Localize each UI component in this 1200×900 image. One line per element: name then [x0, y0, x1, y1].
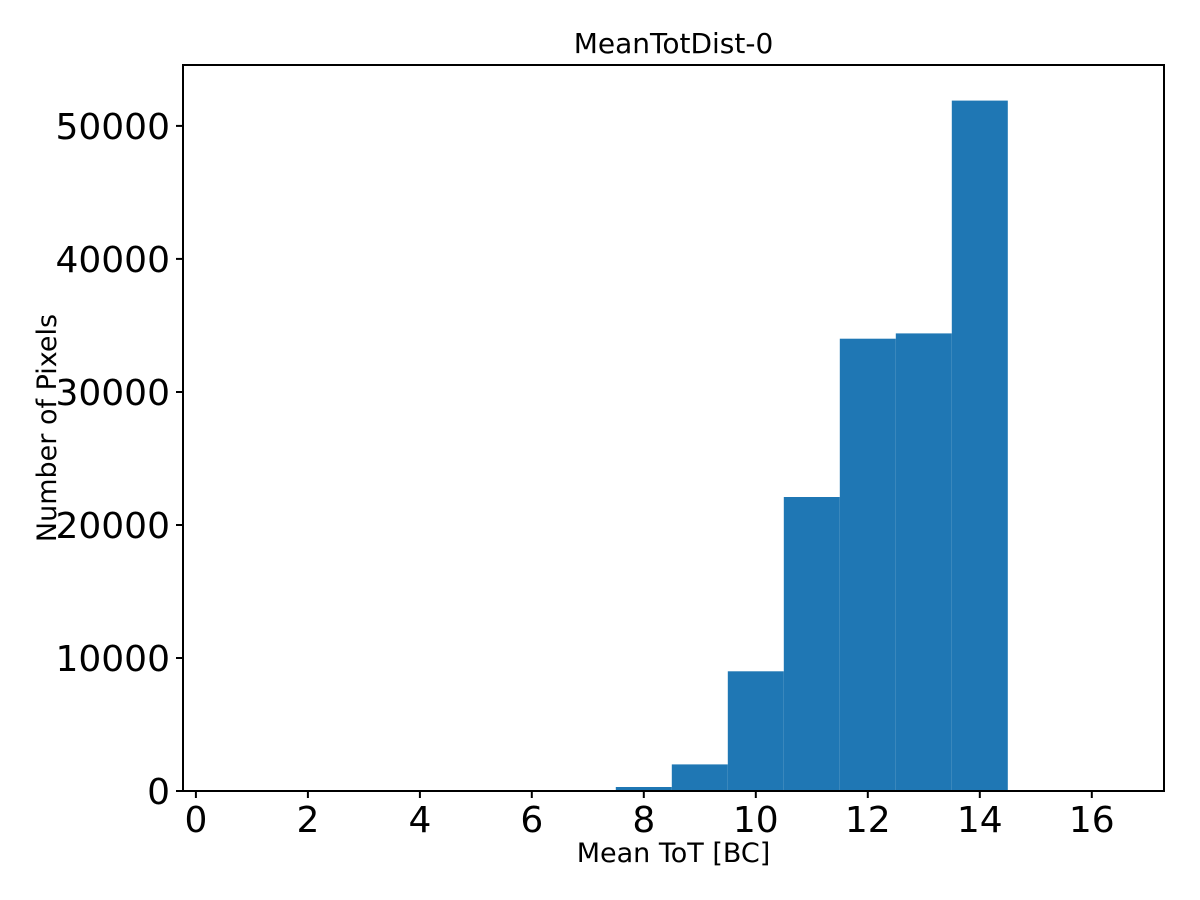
y-axis-label: Number of Pixels	[32, 314, 63, 542]
histogram-bar	[615, 787, 672, 791]
x-axis-label: Mean ToT [BC]	[577, 838, 771, 869]
y-tick-label: 50000	[55, 107, 170, 148]
x-tick-label: 16	[1069, 800, 1115, 841]
x-tick-label: 14	[957, 800, 1003, 841]
x-tick-label: 0	[184, 800, 207, 841]
histogram-bar	[951, 100, 1008, 792]
histogram-bar	[839, 338, 896, 791]
y-tick-label: 30000	[55, 373, 170, 414]
x-tick-label: 8	[632, 800, 655, 841]
chart-title: MeanTotDist-0	[574, 27, 774, 60]
y-tick-label: 0	[147, 772, 170, 813]
y-tick-label: 20000	[55, 506, 170, 547]
y-tick-label: 10000	[55, 639, 170, 680]
x-tick-label: 4	[408, 800, 431, 841]
y-tick-label: 40000	[55, 240, 170, 281]
histogram-bar	[727, 671, 784, 791]
x-tick-label: 12	[845, 800, 891, 841]
histogram-bar	[783, 497, 840, 791]
x-tick-label: 6	[520, 800, 543, 841]
histogram-bar	[671, 764, 728, 791]
x-tick-label: 10	[733, 800, 779, 841]
histogram-bar	[895, 333, 952, 791]
x-tick-label: 2	[296, 800, 319, 841]
plot-spines	[182, 64, 1165, 792]
